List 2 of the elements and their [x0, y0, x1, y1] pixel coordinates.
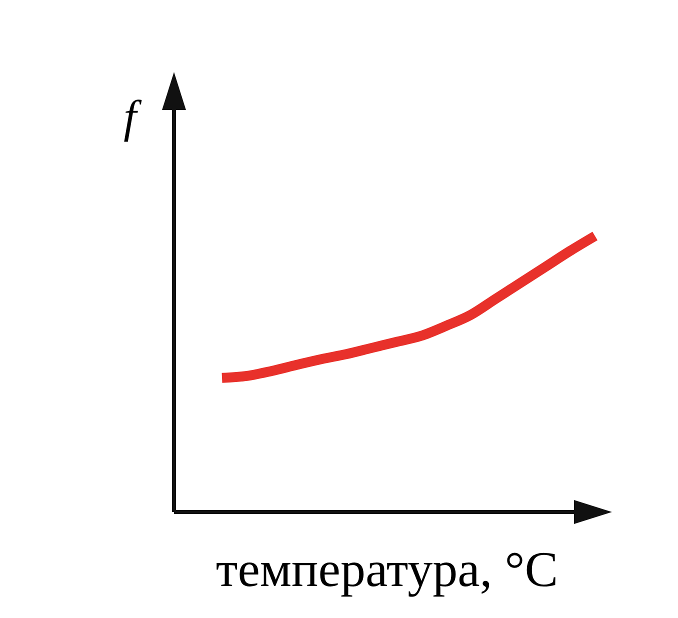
- x-axis-title: температура, °C: [216, 541, 558, 597]
- y-axis-title: f: [124, 91, 143, 142]
